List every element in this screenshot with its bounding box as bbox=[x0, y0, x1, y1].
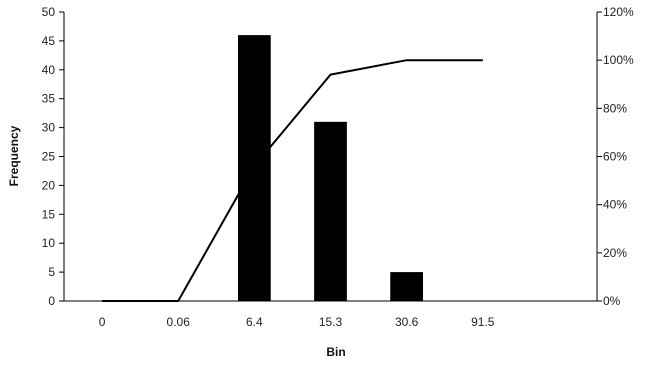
y2-tick-label: 120% bbox=[603, 5, 634, 19]
y-tick-label: 5 bbox=[48, 265, 55, 279]
y-tick-label: 15 bbox=[42, 207, 56, 221]
left-axis-tick-labels: 0 5 10 15 20 25 30 35 40 45 50 bbox=[42, 5, 56, 308]
y-tick-label: 45 bbox=[42, 34, 56, 48]
y2-tick-label: 80% bbox=[603, 101, 627, 115]
y-tick-label: 0 bbox=[48, 294, 55, 308]
y-tick-label: 20 bbox=[42, 178, 56, 192]
y-tick-label: 25 bbox=[42, 150, 56, 164]
bars-series bbox=[237, 35, 424, 302]
y-axis-title: Frequency bbox=[7, 125, 21, 186]
y-tick-label: 10 bbox=[42, 236, 56, 250]
y2-tick-label: 40% bbox=[603, 198, 627, 212]
x-tick-label: 91.5 bbox=[471, 315, 495, 329]
y-tick-label: 30 bbox=[42, 121, 56, 135]
x-axis-tick-labels: 0 0.06 6.4 15.3 30.6 91.5 bbox=[99, 315, 495, 329]
histogram-bar bbox=[390, 272, 424, 301]
cumulative-line-series bbox=[102, 59, 483, 302]
y-tick-label: 35 bbox=[42, 92, 56, 106]
right-axis-tick-labels: 0% 20% 40% 60% 80% 100% 120% bbox=[603, 5, 634, 308]
cumulative-percent-line bbox=[102, 59, 483, 302]
y-tick-label: 40 bbox=[42, 63, 56, 77]
y2-tick-label: 20% bbox=[603, 246, 627, 260]
x-axis-title: Bin bbox=[326, 345, 345, 359]
y2-tick-label: 100% bbox=[603, 53, 634, 67]
histogram-bar bbox=[314, 121, 347, 301]
x-tick-label: 0.06 bbox=[167, 315, 191, 329]
y2-tick-label: 60% bbox=[603, 150, 627, 164]
y-tick-label: 50 bbox=[42, 5, 56, 19]
y2-tick-label: 0% bbox=[603, 294, 621, 308]
x-tick-label: 15.3 bbox=[319, 315, 343, 329]
x-tick-label: 0 bbox=[99, 315, 106, 329]
x-tick-label: 6.4 bbox=[246, 315, 263, 329]
x-tick-label: 30.6 bbox=[395, 315, 419, 329]
